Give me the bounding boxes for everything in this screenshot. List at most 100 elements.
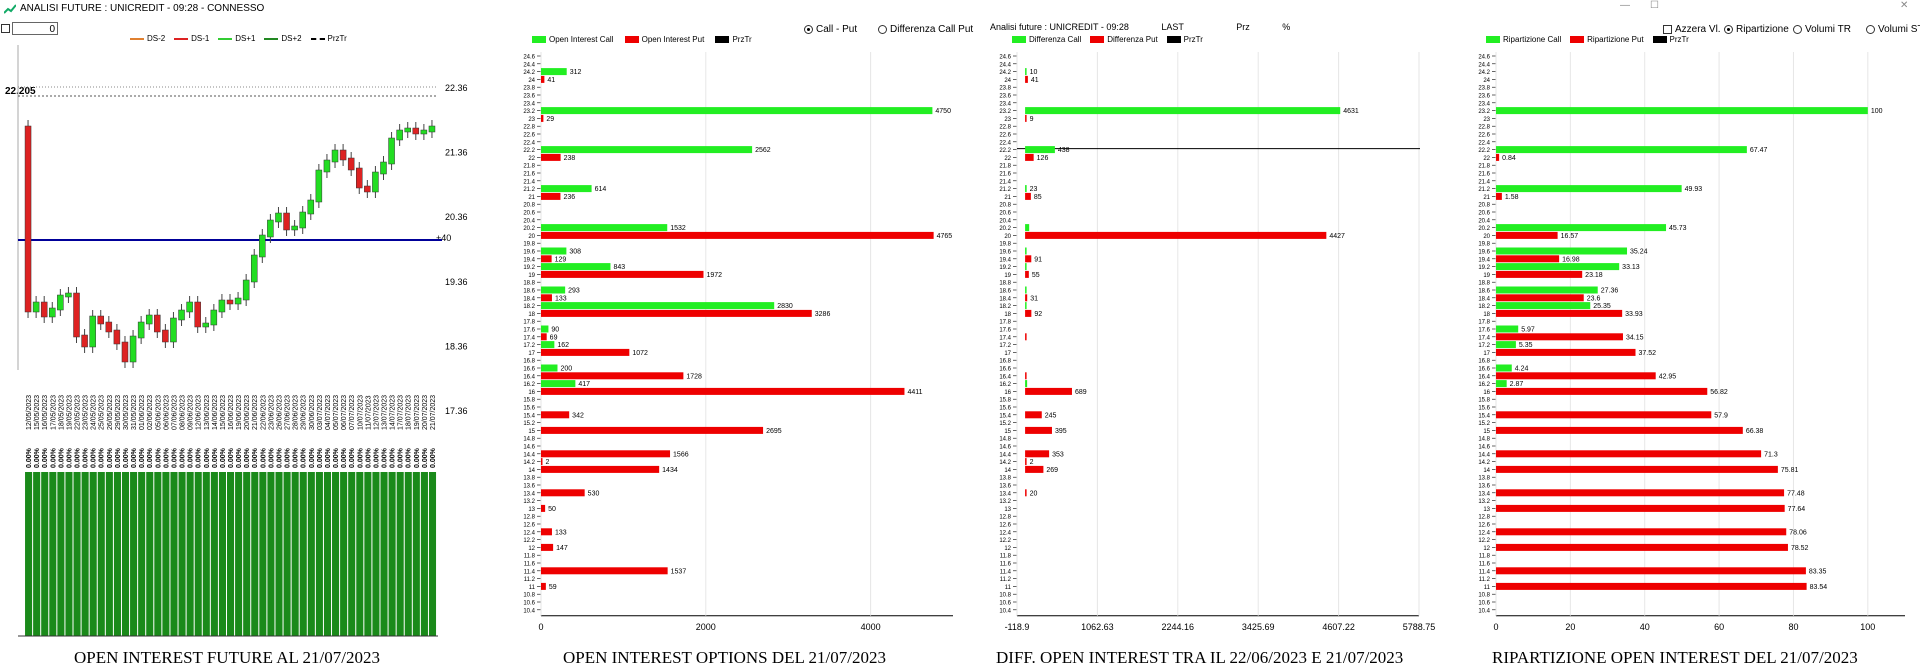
radio-differenza-icon[interactable]	[878, 24, 887, 34]
candle	[250, 254, 258, 283]
candle	[428, 125, 436, 133]
oi-pct-label: 0.00%	[430, 447, 437, 468]
oi-pct-label: 0.00%	[155, 447, 162, 468]
oi-pct-label: 0.00%	[34, 447, 41, 468]
strike-label: 16.4	[523, 374, 535, 380]
call-value-label: 4.24	[1515, 366, 1529, 373]
date-label: 07/06/2023	[171, 395, 178, 430]
call-value-label: 67.47	[1750, 147, 1768, 154]
call-bar	[1025, 185, 1027, 193]
call-value-label: 35.24	[1630, 249, 1648, 256]
strike-label: 16	[528, 390, 535, 396]
put-value-label: 126	[1037, 155, 1049, 162]
radio-volumi-st[interactable]: Volumi ST	[1866, 24, 1920, 35]
counter-input[interactable]: 0	[12, 22, 58, 35]
diff-header-pct: %	[1282, 22, 1291, 32]
options-oi-chart: 24.624.4 24.2 24 23.8 23.623.4 23.2 23 22.8 22.6…	[523, 52, 953, 632]
put-bar	[1496, 411, 1712, 419]
strike-label: 15.4	[523, 413, 535, 419]
oi-pct-label: 0.00%	[180, 447, 187, 468]
strike-label: 10.4	[1478, 608, 1490, 614]
candle	[267, 219, 274, 238]
put-value-label: 133	[555, 529, 567, 536]
date-label: 21/06/2023	[252, 395, 259, 430]
call-value-label: 33.13	[1622, 264, 1640, 271]
call-value-label: 45.73	[1669, 225, 1687, 232]
radio-ripartizione[interactable]: Ripartizione	[1724, 24, 1789, 35]
future-y-tick-label: 17.36	[445, 406, 468, 416]
strike-label: 21.8	[999, 164, 1011, 170]
diff-legend: Differenza Call Differenza Put PrzTr	[1012, 35, 1203, 44]
strike-label: 14.2	[523, 460, 535, 466]
oi-pct-label: 0.00%	[317, 447, 324, 468]
strike-label: 20.6	[1478, 211, 1490, 217]
strike-label: 16.4	[999, 374, 1011, 380]
put-bar	[541, 504, 546, 512]
strike-label: 12.6	[523, 523, 535, 529]
radio-call-put-icon[interactable]	[804, 24, 813, 34]
oi-bar	[170, 472, 178, 636]
strike-label: 13	[1004, 507, 1011, 513]
oi-bar	[356, 472, 364, 636]
put-bar	[541, 231, 934, 239]
toggle-checkbox[interactable]	[1, 24, 10, 33]
oi-bar	[162, 472, 170, 636]
radio-ripartizione-icon[interactable]	[1724, 24, 1733, 34]
future-y-tick-label: 21.36	[445, 148, 468, 158]
radio-volumi-st-icon[interactable]	[1866, 24, 1875, 34]
radio-volumi-tr[interactable]: Volumi TR	[1793, 24, 1851, 35]
strike-label: 20.8	[999, 203, 1011, 209]
call-bar	[1496, 286, 1598, 294]
x-tick-label: 4607.22	[1322, 622, 1355, 632]
strike-label: 20	[528, 234, 535, 240]
candle	[154, 314, 161, 333]
put-value-label: 16.57	[1561, 233, 1579, 240]
put-bar	[1496, 489, 1785, 497]
put-bar	[1496, 387, 1708, 395]
oi-bar	[227, 472, 235, 636]
put-value-label: 4765	[937, 233, 953, 240]
put-value-label: 2	[1030, 459, 1034, 466]
strike-label: 14.2	[1478, 460, 1490, 466]
strike-label: 18.8	[523, 281, 535, 287]
x-tick-label: 5788.75	[1403, 622, 1436, 632]
check-azzera-icon[interactable]	[1663, 24, 1672, 34]
put-value-label: 41	[1031, 77, 1039, 84]
put-value-label: 69	[550, 334, 558, 341]
strike-label: 17.2	[999, 343, 1011, 349]
put-value-label: 34.15	[1626, 334, 1644, 341]
strike-label: 12	[528, 546, 535, 552]
oi-bar	[396, 472, 404, 636]
put-bar	[1496, 543, 1788, 551]
date-label: 04/07/2023	[325, 395, 332, 430]
close-icon[interactable]: ✕	[1900, 0, 1909, 11]
strike-label: 24.2	[999, 70, 1011, 76]
radio-call-put[interactable]: Call - Put	[804, 24, 857, 35]
date-label: 15/05/2023	[34, 395, 41, 430]
radio-differenza[interactable]: Differenza Call Put	[878, 24, 973, 35]
candle	[323, 159, 331, 173]
strike-label: 21.2	[999, 187, 1011, 193]
candle	[331, 149, 339, 163]
put-bar	[541, 567, 668, 575]
oi-pct-label: 0.00%	[26, 447, 33, 468]
put-bar	[541, 411, 570, 419]
date-label: 20/07/2023	[422, 395, 429, 430]
put-value-label: 91	[1034, 256, 1042, 263]
put-bar	[1025, 411, 1042, 419]
radio-volumi-tr-icon[interactable]	[1793, 24, 1802, 34]
strike-label: 15.6	[523, 406, 535, 412]
oi-pct-label: 0.00%	[188, 447, 195, 468]
strike-label: 17.8	[523, 320, 535, 326]
candle	[275, 212, 282, 223]
strike-label: 14	[1483, 468, 1490, 474]
minimize-icon[interactable]: —	[1620, 0, 1630, 11]
strike-label: 19	[1004, 273, 1011, 279]
diff-header: Analisi future : UNICREDIT - 09:28 LAST …	[990, 22, 1290, 32]
strike-label: 16.6	[1478, 367, 1490, 373]
check-azzera[interactable]: Azzera Vl.	[1663, 24, 1721, 35]
maximize-icon[interactable]: ☐	[1650, 0, 1659, 11]
future-y-tick-label: 19.36	[445, 277, 468, 287]
strike-label: 18.8	[1478, 281, 1490, 287]
put-bar	[541, 372, 684, 380]
